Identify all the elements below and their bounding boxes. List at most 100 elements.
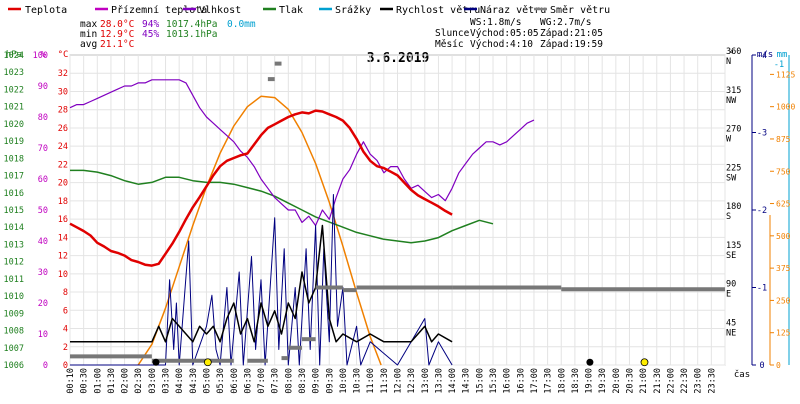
- tick-label-temp: 14: [58, 233, 68, 243]
- tick-label-direction: 270: [726, 125, 741, 135]
- tick-label-time: 10:30: [353, 368, 363, 394]
- tick-label-temp: 28: [58, 106, 68, 116]
- tick-label-time: 01:00: [93, 368, 103, 394]
- tick-label-hpa: 1015: [4, 206, 24, 216]
- tick-label-direction: 315: [726, 86, 741, 96]
- tick-label-time: 06:00: [230, 368, 240, 394]
- tick-label-temp: 12: [58, 252, 68, 262]
- tick-label-time: 08:00: [284, 368, 294, 394]
- sunset-marker: [640, 358, 649, 367]
- tick-label-time: 21:30: [653, 368, 663, 394]
- tick-label-hpa: 1009: [4, 309, 24, 319]
- tick-label-time: 22:30: [680, 368, 690, 394]
- tick-label-direction: 45: [726, 318, 736, 328]
- tick-label-hpa: 1019: [4, 137, 24, 147]
- stat-min-temp: 12.9°C: [100, 29, 134, 40]
- tick-label-direction-compass: E: [726, 290, 731, 300]
- plot-frame: [69, 54, 726, 366]
- tick-label-time: 04:00: [175, 368, 185, 394]
- tick-label-hpa: 1020: [4, 120, 24, 130]
- tick-label-hpa: 1013: [4, 240, 24, 250]
- tick-label-wind: -2: [757, 206, 767, 216]
- axis-unit-wind: m/s: [757, 50, 773, 60]
- series-line-vlhkost: [69, 79, 535, 227]
- tick-label-time: 07:00: [257, 368, 267, 394]
- tick-label-solar: 500: [776, 232, 791, 241]
- tick-label-time: 16:30: [516, 368, 526, 394]
- tick-label-time: 21:00: [639, 368, 649, 394]
- legend-teplota: Teplota: [25, 5, 67, 16]
- moon-label: Měsíc: [435, 39, 464, 50]
- series-line-tlak: [70, 169, 494, 244]
- tick-label-direction-compass: W: [726, 135, 732, 145]
- legend-prizemni-teplota: Přízemní teplota: [111, 4, 207, 16]
- tick-label-wind: -4: [757, 51, 767, 61]
- tick-label-wind: -1: [757, 284, 767, 294]
- tick-label-hpa: 1017: [4, 172, 24, 182]
- axis-unit-rain: mm: [777, 50, 788, 60]
- tick-label-humidity: 40: [38, 237, 48, 247]
- tick-label-solar: 625: [776, 200, 791, 209]
- tick-label-time: 06:30: [243, 368, 253, 394]
- tick-label-temp: 10: [58, 270, 68, 280]
- tick-label-rain: -1: [774, 60, 784, 70]
- tick-label-direction-compass: S: [726, 212, 731, 222]
- tick-label-temp: 4: [63, 325, 68, 335]
- tick-label-humidity: 50: [38, 206, 48, 216]
- tick-label-solar: 750: [776, 167, 791, 176]
- tick-label-hpa: 1007: [4, 344, 24, 354]
- axis-unit-time: čas: [734, 369, 750, 380]
- tick-label-time: 20:00: [612, 368, 622, 394]
- sunrise-marker: [203, 358, 212, 367]
- tick-label-time: 03:00: [148, 368, 158, 394]
- wind-sun-info: WS:1.8m/s WG:2.7m/s Slunce Východ:05:05 …: [435, 17, 603, 50]
- legend-rychlost-vetru: Rychlost větru: [396, 4, 480, 16]
- wind-gust-summary: WG:2.7m/s: [540, 17, 591, 28]
- tick-label-time: 22:00: [666, 368, 676, 394]
- tick-label-hpa: 1016: [4, 189, 24, 199]
- legend-srazky: Srážky: [335, 4, 371, 16]
- tick-label-time: 17:30: [544, 368, 554, 394]
- sunrise-time: Východ:05:05: [470, 28, 539, 39]
- tick-label-time: 15:30: [489, 368, 499, 394]
- tick-label-direction: 225: [726, 163, 741, 173]
- tick-label-direction: 135: [726, 241, 741, 251]
- tick-label-time: 01:30: [107, 368, 117, 394]
- axis-unit-hpa: hPa: [6, 50, 22, 60]
- tick-label-wind: -3: [757, 129, 767, 139]
- wind-speed-summary: WS:1.8m/s: [470, 17, 521, 28]
- stat-min-press: 1013.1hPa: [166, 29, 217, 40]
- stat-min-label: min: [80, 29, 97, 40]
- axis-labels: hPa% °C1006100710081009101010111012101310…: [4, 47, 796, 394]
- tick-label-temp: 26: [58, 124, 68, 134]
- tick-label-direction: 180: [726, 202, 741, 212]
- stat-max-press: 1017.4hPa: [166, 19, 217, 30]
- tick-label-time: 00:30: [80, 368, 90, 394]
- tick-label-temp: 0: [63, 361, 68, 371]
- legend-smer-vetru: Směr větru: [550, 4, 610, 16]
- legend: Teplota Přízemní teplota Vlhkost Tlak Sr…: [25, 4, 610, 16]
- axis-unit-humidity: %: [40, 50, 46, 60]
- tick-label-solar: 250: [776, 296, 791, 305]
- tick-label-temp: 20: [58, 179, 68, 189]
- tick-label-direction: 360: [726, 47, 741, 57]
- legend-tlak: Tlak: [279, 5, 303, 16]
- tick-label-time: 16:00: [503, 368, 513, 394]
- tick-label-time: 13:30: [434, 368, 444, 394]
- tick-label-time: 12:00: [394, 368, 404, 394]
- tick-label-time: 02:00: [121, 368, 131, 394]
- tick-label-direction-compass: NW: [726, 96, 737, 106]
- series-line-solar: [137, 95, 382, 366]
- tick-label-hpa: 1018: [4, 154, 24, 164]
- tick-label-time: 09:00: [312, 368, 322, 394]
- tick-label-time: 09:30: [325, 368, 335, 394]
- tick-label-time: 17:00: [530, 368, 540, 394]
- tick-label-hpa: 1010: [4, 292, 24, 302]
- stats-block: max 28.0°C 94% 1017.4hPa 0.0mm min 12.9°…: [80, 19, 256, 50]
- tick-label-temp: 6: [63, 306, 68, 316]
- tick-label-time: 07:30: [271, 368, 281, 394]
- data-layer: [69, 61, 725, 367]
- tick-label-humidity: 0: [43, 361, 48, 371]
- stat-max-rain: 0.0mm: [227, 19, 256, 30]
